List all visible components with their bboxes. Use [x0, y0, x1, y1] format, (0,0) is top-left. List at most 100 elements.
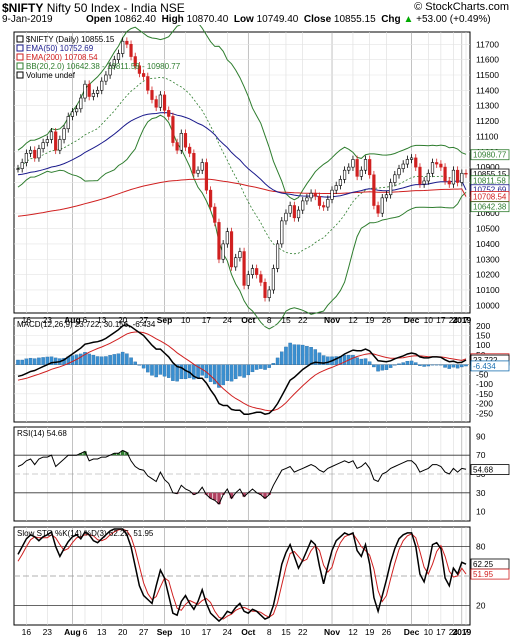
x-tick-label: 19 [365, 315, 375, 325]
price-legend-entry: EMA(200) 10708.54 [26, 53, 98, 62]
macd-badge: -6.434 [473, 362, 496, 371]
candle-body [171, 116, 175, 143]
candle-body [376, 205, 380, 214]
x-tick-label: 10 [181, 627, 191, 637]
candle-body [188, 146, 192, 154]
candle-body [196, 169, 200, 174]
macd-histogram-bar [95, 356, 100, 365]
macd-histogram-bar [83, 352, 87, 365]
sto-k-line [17, 528, 467, 623]
price-legend-entry: $NIFTY (Daily) 10855.15 [26, 35, 115, 44]
candle-body [158, 94, 162, 108]
candle-body [284, 212, 288, 222]
x-tick-label: 27 [139, 315, 149, 325]
x-tick-label: Aug [64, 627, 81, 637]
macd-histogram-bar [367, 361, 372, 365]
x-tick-label: 12 [348, 627, 358, 637]
legend-swatch [16, 44, 24, 52]
macd-histogram-bar [409, 360, 414, 365]
x-tick-label: 24 [449, 315, 459, 325]
chg-label: Chg [381, 14, 401, 25]
x-tick-label: 24 [223, 315, 233, 325]
rsi-y-tick-label: 70 [476, 450, 486, 460]
candle-body [167, 110, 171, 117]
price-badge: 10708.54 [473, 193, 507, 202]
x-tick-label: 8 [267, 627, 272, 637]
candle-body [129, 43, 133, 57]
macd-histogram-bar [49, 356, 54, 365]
close-label: Close [303, 14, 332, 25]
price-y-tick-label: 10600 [476, 208, 500, 218]
macd-histogram-bar [426, 364, 431, 367]
macd-histogram-bar [460, 364, 464, 368]
candle-body [263, 281, 267, 298]
candle-body [435, 162, 439, 165]
macd-histogram-bar [133, 361, 137, 365]
x-tick-label: 24 [449, 627, 459, 637]
macd-histogram-bar [393, 364, 397, 366]
candle-body [62, 128, 66, 140]
candle-body [393, 174, 397, 183]
x-tick-label: 17 [202, 627, 212, 637]
candle-body [322, 205, 326, 208]
price-legend-entry: BB(20,2.0) 10642.38 - 10811.58 - 10980.7… [26, 62, 181, 71]
candle-body [422, 180, 426, 185]
macd-histogram-bar [246, 364, 251, 376]
rsi-legend-entry: RSI(14) 54.68 [17, 429, 67, 438]
macd-histogram-bar [99, 356, 104, 365]
x-tick-label: Nov [324, 315, 340, 325]
candle-body [179, 133, 183, 151]
candle-body [359, 169, 363, 177]
candle-body [347, 166, 351, 171]
candle-body [460, 172, 464, 183]
macd-legend-entry: MACD(12,26,9) 23.722, 30.156, -6.434 [17, 320, 156, 329]
candle-body [137, 65, 142, 74]
candle-body [221, 243, 225, 260]
macd-histogram-bar [62, 357, 66, 365]
high-label: High [161, 14, 184, 25]
sto-badge-box [470, 568, 510, 580]
low-value: 10749.40 [256, 14, 299, 25]
macd-histogram-bar [233, 364, 238, 380]
x-tick-label: 6 [83, 315, 88, 325]
price-y-tick-label: 11600 [476, 55, 499, 65]
rsi-line [17, 449, 467, 505]
price-badge: 10752.69 [473, 186, 507, 195]
candle-body [16, 168, 20, 170]
macd-histogram-bar [225, 364, 230, 381]
macd-histogram-bar [179, 364, 184, 380]
macd-histogram-bar [439, 364, 443, 366]
candle-body [418, 166, 422, 185]
close-value: 10855.15 [333, 14, 376, 25]
candle-body [79, 97, 83, 110]
candle-body [259, 274, 263, 283]
candle-body [342, 169, 347, 180]
macd-badge-box [470, 360, 510, 372]
candle-body [234, 257, 238, 268]
candle-body [326, 199, 330, 208]
x-tick-label: 27 [139, 627, 149, 637]
candle-body [104, 74, 108, 82]
x-tick-label: 22 [298, 315, 308, 325]
price-legend-entry: EMA(50) 10752.69 [26, 44, 94, 53]
x-tick-label: 23 [43, 315, 53, 325]
sto-legend-entry: Slow STO %K(14) %D(3) 62.25, 51.95 [17, 529, 154, 538]
candle-body [66, 116, 70, 130]
bb-lower-line [17, 114, 467, 330]
candle-body [384, 194, 389, 199]
candle-body [313, 192, 317, 197]
macd-y-tick-label: -200 [476, 399, 493, 409]
candle-body [401, 163, 405, 169]
price-badge-box [470, 201, 510, 213]
candle-body [309, 192, 313, 199]
macd-histogram-bar [213, 364, 217, 385]
macd-histogram-bar [455, 364, 460, 369]
macd-histogram-bar [137, 364, 142, 366]
macd-histogram-bar [464, 364, 468, 367]
price-badge: 10980.77 [473, 151, 507, 160]
price-y-tick-label: 10100 [476, 285, 500, 295]
macd-histogram-bar [434, 364, 439, 366]
high-value: 10870.40 [186, 14, 229, 25]
candle-body [175, 142, 179, 151]
sto-y-tick-label: 20 [476, 600, 486, 610]
